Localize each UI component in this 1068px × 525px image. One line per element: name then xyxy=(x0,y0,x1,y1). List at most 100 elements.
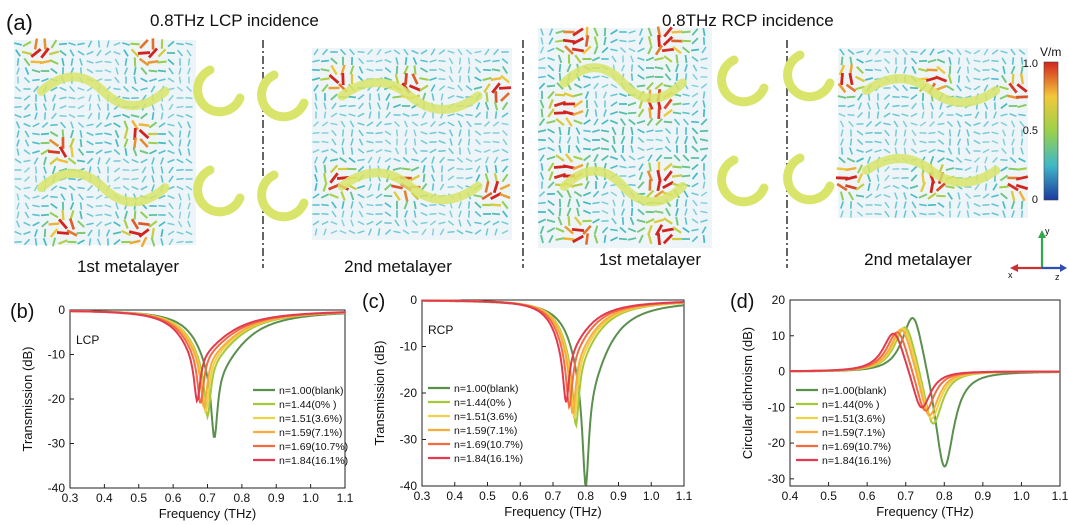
field-arrow xyxy=(458,147,462,155)
field-arrow xyxy=(684,73,688,81)
field-arrow xyxy=(77,50,85,56)
field-arrow xyxy=(856,202,864,208)
field-arrow xyxy=(991,131,999,135)
y-tick-label: 20 xyxy=(772,293,786,307)
field-arrow xyxy=(474,149,482,153)
field-arrow xyxy=(140,112,148,120)
field-arrow xyxy=(97,166,101,174)
field-arrow xyxy=(104,132,112,136)
field-arrow xyxy=(547,208,555,216)
field-arrow xyxy=(420,59,428,63)
field-arrow xyxy=(69,210,75,220)
field-arrow xyxy=(937,149,945,153)
field-arrow xyxy=(465,85,473,91)
field-arrow xyxy=(456,112,464,118)
x-tick-label: 0.7 xyxy=(545,489,562,503)
field-arrow xyxy=(562,38,576,44)
field-arrow xyxy=(884,102,890,110)
field-arrow xyxy=(627,237,637,241)
field-arrow xyxy=(637,74,645,80)
field-arrow xyxy=(329,193,339,199)
field-arrow xyxy=(384,228,392,236)
field-arrow xyxy=(421,228,427,236)
field-arrow xyxy=(34,103,38,111)
field-arrow xyxy=(610,164,618,170)
field-arrow xyxy=(1011,138,1015,146)
field-arrow xyxy=(654,44,664,56)
field-arrow xyxy=(547,108,555,118)
field-arrow xyxy=(473,86,483,90)
field-arrow xyxy=(582,224,592,236)
legend-entry: n=1.00(blank) xyxy=(822,385,887,397)
field-arrow xyxy=(113,221,121,227)
field-arrow xyxy=(946,157,954,163)
field-arrow xyxy=(973,211,981,217)
field-arrow xyxy=(483,83,491,93)
field-arrow xyxy=(313,121,319,127)
field-arrow xyxy=(920,181,926,193)
y-tick-label: -20 xyxy=(400,386,418,400)
field-arrow xyxy=(23,186,31,190)
field-arrow xyxy=(429,77,437,81)
field-arrow xyxy=(494,164,498,174)
field-arrow xyxy=(149,149,157,155)
field-arrow xyxy=(636,219,646,223)
x-tick-label: 0.7 xyxy=(199,491,216,505)
field-arrow xyxy=(554,93,566,97)
field-arrow xyxy=(983,48,989,56)
field-arrow xyxy=(474,229,482,235)
field-arrow xyxy=(547,128,555,134)
field-arrow xyxy=(638,234,644,244)
field-arrow xyxy=(945,167,955,171)
metalayer-caption: 1st metalayer xyxy=(599,250,701,269)
field-arrow xyxy=(485,228,489,236)
field-arrow xyxy=(178,76,182,84)
field-arrow xyxy=(393,157,401,163)
split-ring-shape xyxy=(717,55,769,107)
x-tick-label: 0.4 xyxy=(96,491,113,505)
field-arrow xyxy=(384,58,392,64)
panel-label: (b) xyxy=(10,301,34,323)
field-arrow xyxy=(661,47,675,53)
field-arrow xyxy=(928,131,936,135)
field-arrow xyxy=(321,212,329,216)
field-arrow xyxy=(664,127,672,135)
field-arrow xyxy=(330,112,338,118)
y-tick-label: -20 xyxy=(768,436,786,450)
field-arrow xyxy=(392,167,402,171)
field-arrow xyxy=(647,154,653,162)
field-arrow xyxy=(937,130,945,136)
field-arrow xyxy=(856,138,864,146)
metalayer-caption: 2nd metalayer xyxy=(344,257,452,276)
field-arrow xyxy=(567,198,571,208)
field-arrow xyxy=(883,184,891,190)
field-arrow xyxy=(122,96,130,100)
field-arrow xyxy=(357,230,365,234)
field-arrow xyxy=(845,166,857,172)
field-arrow xyxy=(846,95,856,99)
field-arrow xyxy=(329,158,339,162)
field-arrow xyxy=(32,141,40,145)
field-arrow xyxy=(385,111,391,119)
field-map xyxy=(311,48,512,240)
field-arrow xyxy=(95,149,103,155)
field-arrow xyxy=(1007,182,1019,192)
field-arrow xyxy=(411,121,419,127)
field-arrow xyxy=(684,217,688,225)
field-arrow xyxy=(403,48,409,56)
resonator-shape xyxy=(559,166,687,207)
field-arrow xyxy=(1020,57,1024,65)
field-arrow xyxy=(991,203,999,207)
y-tick-label: -40 xyxy=(48,481,66,495)
field-arrow xyxy=(966,129,970,137)
field-arrow xyxy=(547,181,555,189)
field-arrow xyxy=(675,136,679,144)
field-arrow xyxy=(350,129,354,137)
field-arrow xyxy=(937,202,945,208)
x-tick-label: 0.4 xyxy=(446,489,463,503)
field-arrow xyxy=(429,148,437,154)
field-arrow xyxy=(619,165,627,169)
field-arrow xyxy=(1002,210,1006,218)
field-arrow xyxy=(619,39,627,43)
field-arrow xyxy=(700,154,708,162)
